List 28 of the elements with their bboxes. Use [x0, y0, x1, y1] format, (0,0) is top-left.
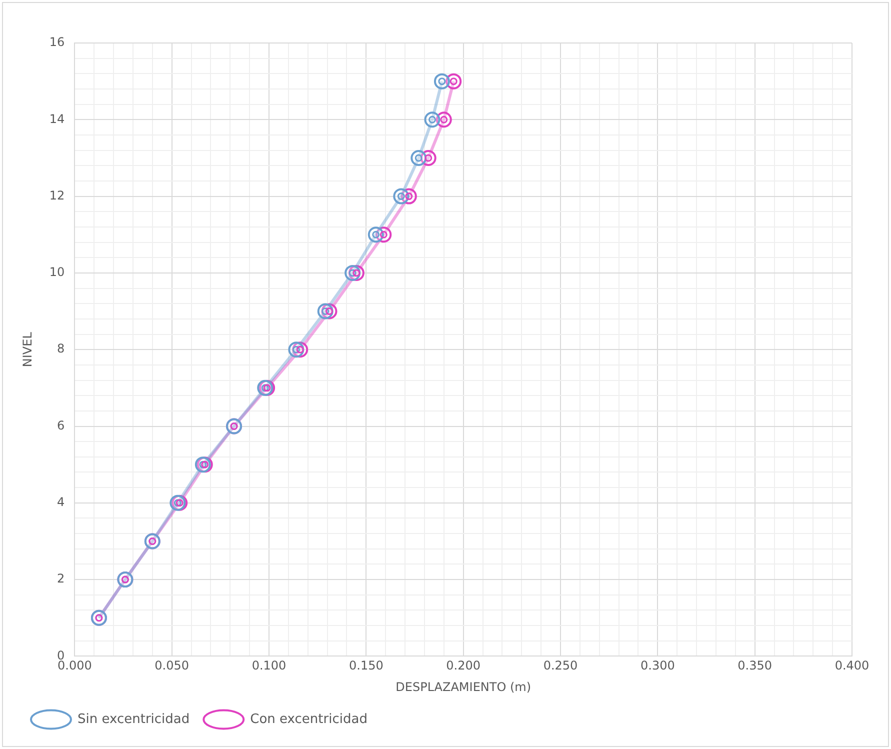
y-tick-label: 6	[57, 418, 65, 432]
point	[368, 226, 384, 243]
x-tick-label: 0.000	[57, 658, 92, 673]
x-tick-label: 0.350	[738, 658, 772, 673]
x-tick-label: 0.200	[446, 658, 481, 673]
point	[424, 112, 440, 128]
x-tick-label: 0.100	[252, 658, 286, 673]
x-axis-title: DESPLAZAMIENTO (m)	[396, 680, 532, 694]
x-tick-label: 0.050	[154, 658, 190, 673]
y-tick-label: 8	[57, 342, 65, 356]
point	[446, 73, 462, 90]
point	[410, 150, 427, 166]
point	[393, 188, 410, 204]
legend-label: Con excentricidad	[250, 712, 368, 727]
x-tick-label: 0.250	[543, 658, 578, 673]
y-tick-label: 2	[57, 572, 65, 586]
point	[436, 112, 452, 128]
y-tick-label: 4	[57, 495, 65, 510]
y-tick-label: 10	[49, 265, 65, 280]
y-tick-label: 12	[49, 188, 65, 202]
y-tick-label: 16	[49, 35, 65, 50]
y-tick-label: 14	[49, 112, 65, 126]
legend-label: Sin excentricidad	[78, 712, 190, 727]
x-tick-label: 0.400	[834, 658, 870, 673]
point	[434, 73, 450, 90]
x-tick-label: 0.150	[348, 658, 384, 673]
x-tick-label: 0.300	[640, 658, 675, 673]
y-axis-title: NIVEL	[20, 332, 34, 368]
